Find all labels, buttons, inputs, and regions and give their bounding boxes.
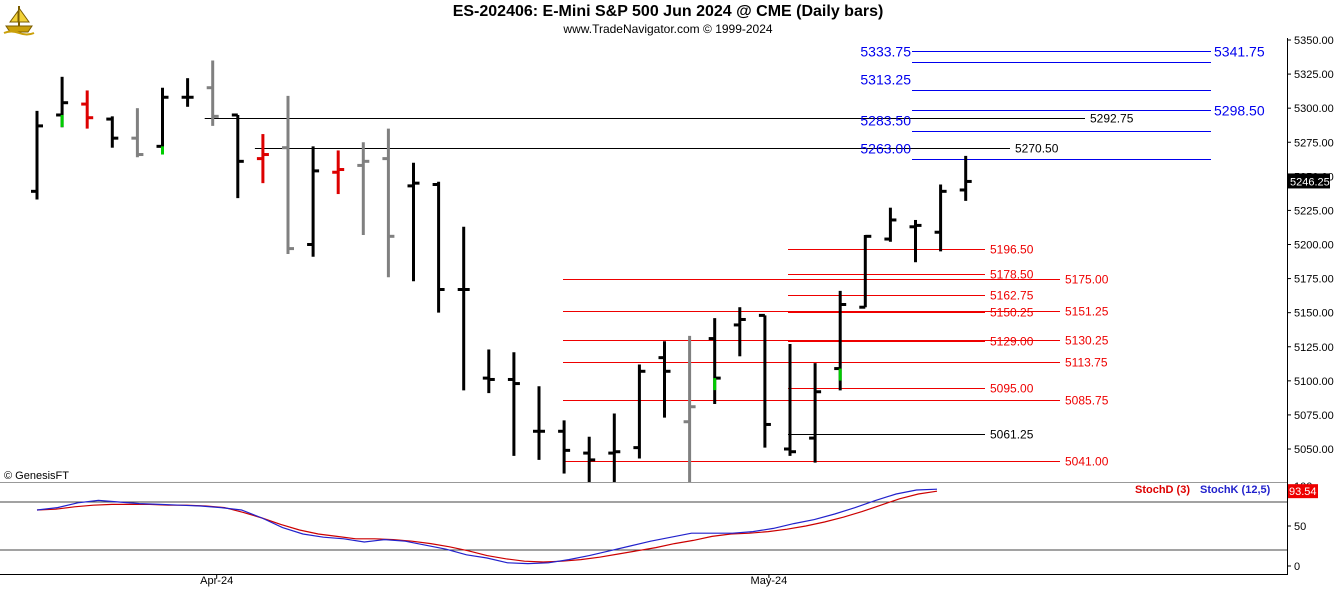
ohlc-bar: [81, 90, 94, 129]
ohlc-bar: [633, 364, 646, 459]
ohlc-bar: [909, 219, 922, 263]
stoch-series-line-k: [36, 488, 938, 565]
time-tick-label: May-24: [751, 575, 788, 587]
ohlc-bar: [658, 341, 671, 418]
ohlc-bar: [231, 113, 244, 199]
level-label: 5129.00: [990, 335, 1034, 349]
last-stoch-badge: [1288, 484, 1318, 499]
price-tick-label: 5325.00: [1294, 69, 1334, 81]
price-tick-label: 5350.00: [1294, 35, 1334, 47]
level-label: 5270.50: [1015, 142, 1059, 156]
ohlc-bar: [332, 150, 345, 195]
ohlc-bar: [382, 128, 395, 278]
level-label: 5061.25: [990, 428, 1034, 442]
level-label: 5333.75: [860, 44, 911, 60]
price-tick-label: 5075.00: [1294, 410, 1334, 422]
price-tick-label: 5300.00: [1294, 103, 1334, 115]
ohlc-bar: [507, 352, 520, 456]
ohlc-bar: [809, 363, 822, 463]
ohlc-bar: [206, 60, 219, 126]
price-tick-label: 5175.00: [1294, 274, 1334, 286]
price-tick-label: 5100.00: [1294, 376, 1334, 388]
ohlc-bar: [432, 181, 445, 313]
level-label: 5178.50: [990, 268, 1034, 282]
ohlc-bar: [859, 234, 872, 309]
ohlc-bar: [256, 134, 269, 184]
ohlc-bar: [131, 108, 144, 158]
price-panel-background: [0, 38, 1287, 481]
ohlc-bar: [959, 155, 972, 201]
ohlc-bar: [181, 78, 194, 107]
level-label: 5175.00: [1065, 273, 1109, 287]
ohlc-bar: [533, 386, 545, 460]
level-label: 5292.75: [1090, 112, 1134, 126]
price-tick-label: 5150.00: [1294, 308, 1334, 320]
level-label: 5162.75: [990, 289, 1034, 303]
ohlc-bar: [56, 76, 69, 128]
ohlc-bar: [683, 335, 696, 484]
stoch-d-legend: StochD (3): [1135, 484, 1190, 496]
level-label: 5283.50: [860, 113, 911, 129]
last-price-badge: [1288, 173, 1330, 189]
price-tick-label: 5200.00: [1294, 240, 1334, 252]
time-tick-label: Apr-24: [200, 575, 233, 587]
stoch-panel-background: [0, 483, 1287, 574]
level-label: 5196.50: [990, 243, 1034, 257]
ohlc-bar: [784, 344, 796, 456]
ohlc-bar: [934, 184, 947, 252]
level-label: 5298.50: [1214, 103, 1265, 119]
price-tick-label: 5125.00: [1294, 342, 1334, 354]
ohlc-bar: [156, 87, 169, 155]
level-label: 5150.25: [990, 306, 1034, 320]
ohlc-bar: [307, 146, 320, 257]
ohlc-bar: [834, 290, 847, 391]
level-label: 5041.00: [1065, 455, 1109, 469]
ohlc-bar: [357, 142, 370, 235]
ohlc-bar: [884, 207, 897, 242]
level-label: 5113.75: [1065, 356, 1108, 370]
ohlc-bar: [282, 95, 294, 255]
level-label: 5130.25: [1065, 334, 1109, 348]
level-label: 5085.75: [1065, 394, 1109, 408]
ohlc-bar: [482, 349, 495, 394]
ohlc-bar: [558, 420, 571, 474]
ohlc-bar: [106, 116, 119, 148]
level-label: 5313.25: [860, 72, 911, 88]
price-tick-label: 5050.00: [1294, 444, 1334, 456]
chart-subtitle: www.TradeNavigator.com © 1999-2024: [563, 22, 773, 36]
last-price-label: 5246.25: [1290, 176, 1330, 188]
copyright-label: © GenesisFT: [4, 470, 69, 482]
chart-header: ES-202406: E-Mini S&P 500 Jun 2024 @ CME…: [0, 0, 1336, 38]
ohlc-bar: [708, 318, 721, 405]
ohlc-bar: [407, 162, 420, 282]
trade-navigator-logo-icon: [2, 2, 36, 36]
ohlc-bar: [733, 307, 746, 357]
last-stoch-label: 93.54: [1289, 486, 1317, 498]
level-label: 5263.00: [860, 141, 911, 157]
ohlc-bar: [758, 313, 771, 448]
price-tick-label: 5225.00: [1294, 205, 1334, 217]
level-label: 5341.75: [1214, 44, 1265, 60]
level-label: 5151.25: [1065, 305, 1109, 319]
ohlc-bar: [457, 226, 470, 391]
level-label: 5095.00: [990, 382, 1034, 396]
stoch-k-legend: StochK (12,5): [1200, 484, 1271, 496]
price-tick-label: 5275.00: [1294, 137, 1334, 149]
stoch-tick-label: 50: [1294, 521, 1306, 533]
stoch-tick-label: 0: [1294, 561, 1300, 573]
chart-title: ES-202406: E-Mini S&P 500 Jun 2024 @ CME…: [452, 3, 884, 20]
ohlc-bar: [31, 110, 43, 200]
